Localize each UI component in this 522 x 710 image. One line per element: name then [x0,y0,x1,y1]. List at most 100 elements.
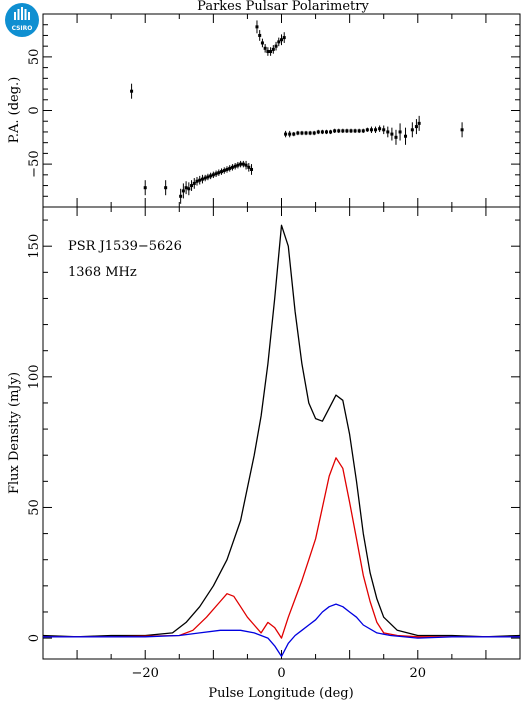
flux-axis-ticks [42,207,521,659]
pa-point [312,130,316,136]
pa-point [236,161,240,169]
pa-point [284,130,288,138]
pa-point [222,167,226,174]
pa-y-axis-title: P.A. (deg.) [7,77,22,144]
pa-point [296,130,300,136]
pa-point [353,128,357,134]
pa-point [361,128,365,134]
pa-y-tick-label: −50 [27,150,42,177]
pa-point [404,127,408,145]
circular-intensity-line [43,603,520,658]
flux-y-axis-title: Flux Density (mJy) [7,372,22,494]
pa-point [214,170,218,177]
pulsar-name-label: PSR J1539−5626 [68,239,182,254]
pa-point [460,122,464,138]
pa-point [241,160,245,168]
pa-point [417,115,421,131]
pa-point [206,173,210,181]
flux-y-tick-label: 150 [27,234,42,259]
flux-y-tick-label: 50 [27,499,42,516]
pa-point [250,164,254,175]
pa-point [320,129,324,135]
pa-point [263,44,267,53]
pa-point [179,188,183,204]
linear-intensity-line [43,457,520,639]
frequency-label: 1368 MHz [68,265,137,280]
pa-point [382,125,386,135]
pa-point [195,176,199,186]
pa-point [414,119,418,135]
pa-point [365,127,369,132]
pa-point [200,174,204,184]
pa-point [341,128,345,134]
pa-point [203,174,207,182]
flux-y-tick-label: 100 [27,364,42,389]
pa-point [300,130,304,136]
pa-point [292,131,296,137]
pa-point [386,126,390,138]
pa-point [181,183,185,199]
pa-point [282,32,286,43]
pa-point [398,123,402,141]
pa-point [266,47,270,56]
pa-point [233,163,237,170]
flux-x-tick-label: −20 [131,666,158,681]
pa-point [190,180,194,191]
pa-point [239,160,243,168]
pa-point [316,129,320,135]
csiro-logo: CSIRO [5,3,39,37]
csiro-logo-text: CSIRO [12,25,33,32]
pa-point [288,130,292,138]
pa-point [260,38,264,48]
pa-axis-ticks [42,13,521,208]
pa-y-tick-label: 50 [27,49,42,66]
flux-x-tick-label: 0 [277,666,285,681]
pa-point [143,180,147,196]
flux-tick-labels: 0 50 100 150 −20 0 20 [27,234,426,681]
chart-title: Parkes Pulsar Polarimetry [197,0,369,14]
pa-point [308,130,312,136]
flux-x-tick-label: 20 [410,666,427,681]
pa-point [280,34,283,46]
pa-point [345,128,349,134]
pa-point [247,163,251,172]
pa-point [369,126,373,134]
pa-point [329,129,333,135]
pa-point [394,129,398,145]
pa-point [333,128,337,134]
pa-point [324,129,328,135]
pa-point [258,30,262,41]
pa-y-tick-label: 0 [27,106,42,114]
pa-point [269,47,273,56]
pa-point [164,180,168,196]
pa-point [209,172,213,180]
pa-point [244,160,248,170]
pa-point [255,20,259,34]
pa-point [357,128,361,134]
pa-point [192,178,196,189]
pa-point [337,128,341,134]
csiro-logo-bars-icon [14,7,30,20]
pa-point [220,168,224,175]
pa-point [187,182,191,196]
pa-point [374,126,378,134]
total-intensity-line [42,224,521,638]
pa-point [225,166,229,173]
pa-points [130,20,464,204]
pa-point [274,41,278,51]
pa-point [390,127,394,141]
x-axis-title: Pulse Longitude (deg) [208,686,353,701]
flux-series [42,224,521,658]
pa-point [228,165,232,172]
pa-point [230,164,234,171]
pa-point [271,45,275,54]
pa-point [349,128,353,134]
pa-point [217,169,221,176]
pa-point [130,83,134,99]
pa-point [304,130,308,136]
pa-point [211,171,215,179]
pa-point [184,181,188,195]
pa-point [277,37,281,47]
flux-y-tick-label: 0 [27,634,42,642]
